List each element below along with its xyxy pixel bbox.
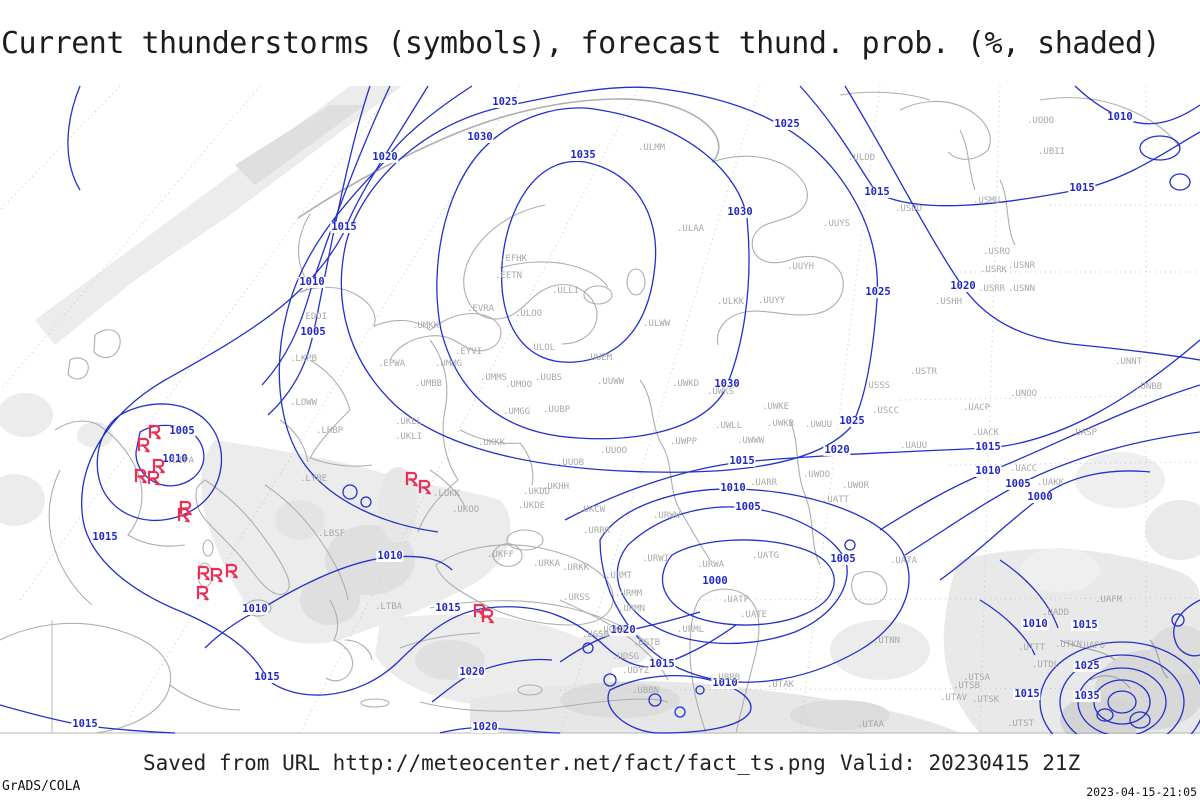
valid-time-text: Valid: 20230415 21Z — [840, 751, 1081, 775]
map-title: Current thunderstorms (symbols), forecas… — [1, 26, 1161, 61]
probability-shading — [0, 86, 1200, 734]
saved-from-url-text: Saved from URL http://meteocenter.net/fa… — [143, 751, 826, 775]
creation-timestamp: 2023-04-15-21:05 — [1086, 785, 1197, 799]
grads-cola-credit: GrADS/COLA — [2, 779, 81, 794]
